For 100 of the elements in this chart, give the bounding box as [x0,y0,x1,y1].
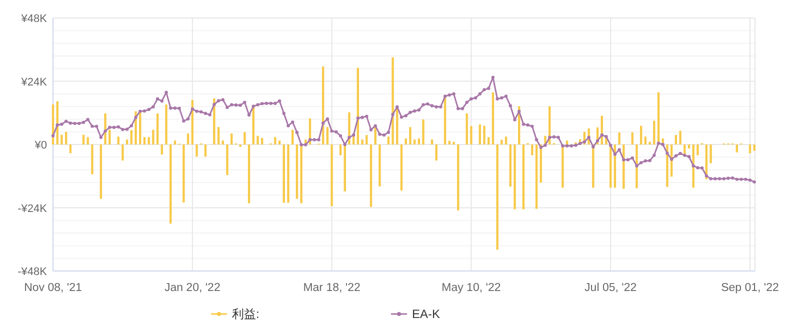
bar [392,57,394,144]
bar [452,142,455,144]
bar [653,120,656,144]
y-tick-label: ¥0 [34,140,47,152]
bar [644,136,647,144]
bar [143,137,146,144]
x-tick-label: May 10, '22 [442,282,501,294]
bar [422,119,424,144]
bar [274,137,276,144]
bar [387,136,390,144]
bar [117,136,120,144]
bar [504,136,508,144]
bar [339,144,342,156]
bar [330,144,333,206]
bar [522,144,525,210]
bar [666,144,668,187]
bar [278,140,281,144]
bar [404,138,407,144]
bar [100,144,102,199]
bar [213,98,216,144]
bar [492,92,494,144]
bar [457,144,460,210]
bar [500,140,503,144]
bar [562,144,564,188]
bar [400,144,403,191]
bar [631,132,634,144]
bar [710,144,712,164]
bar [409,127,412,144]
bar [418,138,420,144]
bar [174,140,176,144]
bar [248,144,250,204]
bar [130,130,132,144]
bar [287,144,290,203]
x-tick-label: Jan 20, '22 [164,282,220,294]
bar [361,139,364,144]
bar [430,139,434,144]
bar [126,139,128,144]
bar [483,126,486,144]
bar [282,144,285,203]
bar [696,144,699,156]
bar [488,137,490,144]
bar [196,144,198,157]
x-tick-label: Nov 08, '21 [24,282,82,294]
legend-label: EA-K [412,307,440,321]
x-tick-label: Jul 05, '22 [584,282,637,294]
bar [753,144,756,151]
bar [91,144,94,174]
x-tick-label: Mar 18, '22 [303,282,360,294]
bar [86,137,89,144]
bar [222,140,224,144]
bar [413,139,416,144]
bar [688,144,690,148]
bar [256,136,259,144]
bar [152,130,154,144]
bar [378,144,381,186]
bar [679,130,682,144]
bar [531,144,534,156]
bar [170,144,172,224]
bar [186,133,190,144]
bar [230,133,233,144]
y-tick-label: ¥48K [20,13,48,25]
bar [592,144,594,188]
bar [122,144,124,161]
bar [618,132,620,144]
bar [496,144,498,250]
bar [535,144,538,209]
bar [640,126,642,144]
bar [636,144,638,188]
bar [64,132,68,144]
bar [204,144,207,157]
bar [226,144,228,176]
bar [217,127,220,144]
bar [182,144,185,202]
bar [160,144,163,155]
bar [148,137,150,144]
bar [514,144,516,210]
bar [244,132,246,144]
y-tick-label: ¥24K [20,76,48,88]
bar [370,144,372,207]
bar [82,134,85,144]
bar [674,135,678,144]
bar [509,144,512,187]
bar [326,127,329,144]
bar [60,134,63,144]
bar [435,144,438,161]
bar [466,113,468,144]
x-tick-label: Sep 01, '22 [721,282,779,294]
bar [366,135,368,144]
bar [292,130,294,144]
bar [296,144,298,199]
bar [470,126,472,144]
y-tick-label: -¥48K [18,266,48,278]
legend-label: 利益: [232,307,260,321]
bar [261,138,264,144]
y-tick-label: -¥24K [18,202,48,215]
bar [648,142,651,144]
bar [736,144,738,152]
bar [165,104,168,144]
bar [300,144,302,204]
bar [156,113,159,144]
